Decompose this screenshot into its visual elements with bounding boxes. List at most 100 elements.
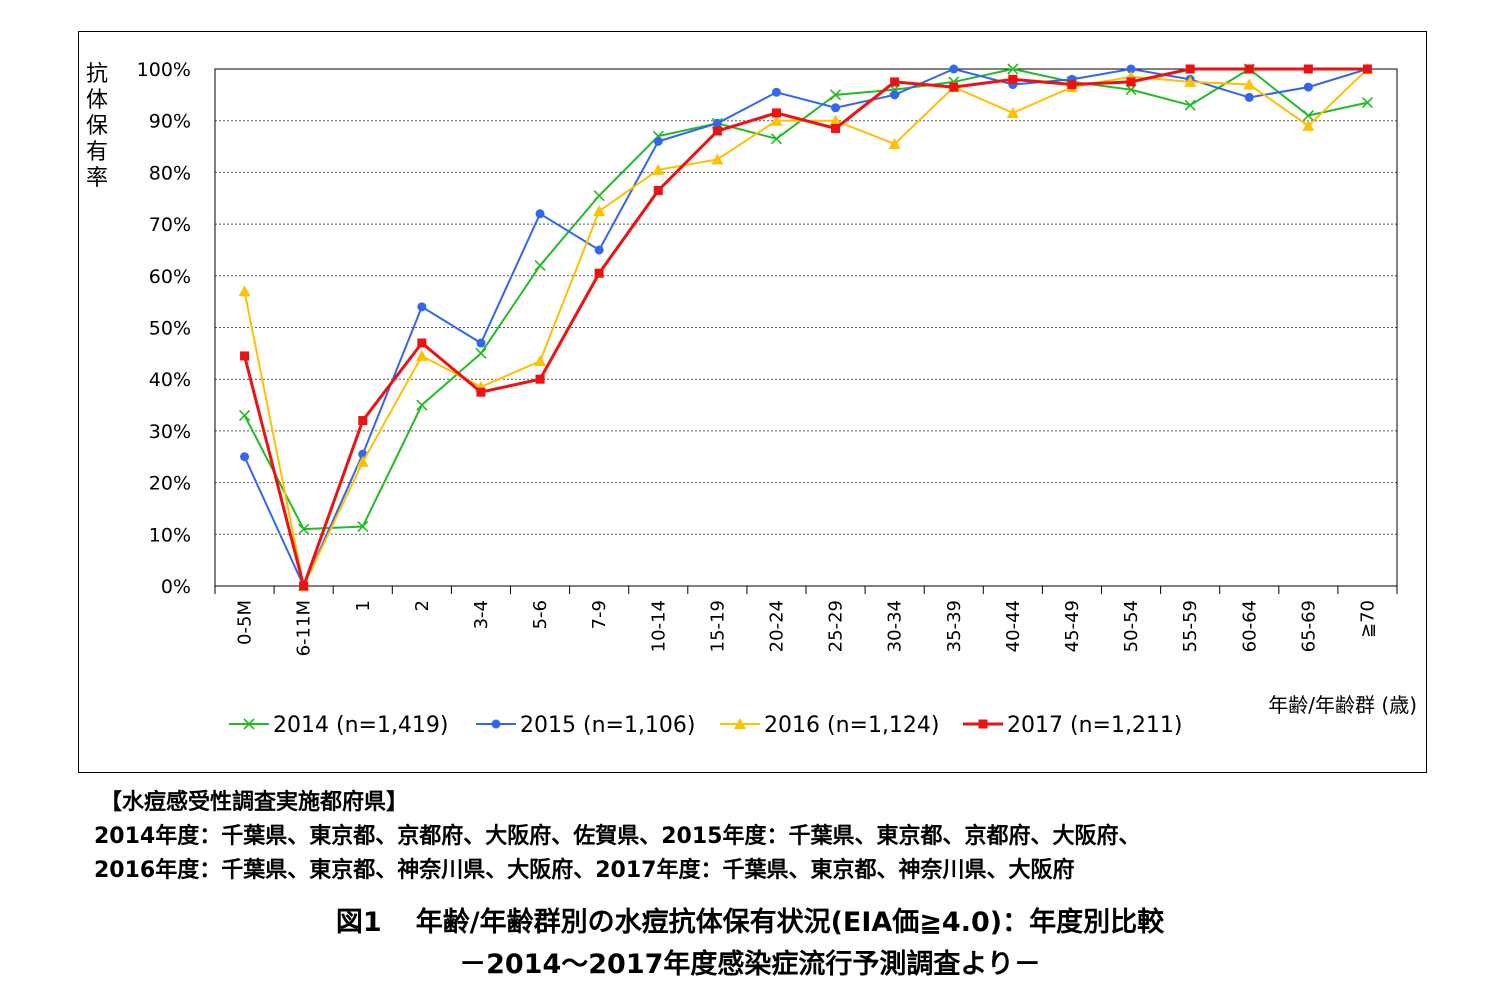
y-tick-label: 10% — [149, 524, 191, 546]
y-tick-label: 70% — [149, 214, 191, 236]
x-tick-label: 2 — [412, 600, 433, 611]
data-point — [475, 347, 487, 359]
data-point — [829, 114, 842, 126]
data-point — [1302, 109, 1314, 122]
data-point — [1006, 106, 1019, 118]
data-point — [238, 285, 251, 297]
data-point — [653, 136, 663, 146]
legend-label: 2017 (n=1,211) — [1007, 713, 1183, 738]
caption-title-row: 図1 年齢/年齢群別の水痘抗体保有状況(EIA価≧4.0)：年度別比較 — [0, 902, 1500, 944]
data-point — [1244, 92, 1254, 102]
data-point — [711, 153, 724, 165]
x-tick-label: 30-34 — [885, 600, 906, 652]
y-tick-label: 20% — [149, 473, 191, 495]
legend-label: 2014 (n=1,419) — [273, 713, 449, 738]
notes-header: 【水痘感受性調査実施都府県】 — [100, 790, 409, 815]
data-point — [771, 108, 781, 118]
data-point — [770, 133, 783, 145]
y-tick-label: 80% — [149, 162, 191, 184]
data-point — [534, 259, 546, 272]
data-point — [535, 209, 545, 219]
data-point — [476, 387, 486, 397]
x-tick-label: 50-54 — [1121, 600, 1142, 652]
y-tick-label: 100% — [137, 59, 191, 81]
data-point — [240, 351, 250, 361]
data-point — [1303, 64, 1313, 74]
data-point — [890, 77, 900, 87]
chart-frame: 0% 10% 20% 30% 40% 50% 60% 70% 80% 90% 100% 0-5M 6-1… — [78, 31, 1427, 773]
data-point — [770, 114, 783, 126]
data-point — [1302, 119, 1315, 131]
y-tick-label: 40% — [149, 369, 191, 391]
x-tick-label: 10-14 — [648, 600, 669, 652]
data-point — [949, 82, 959, 92]
data-point — [1126, 64, 1136, 74]
y-tick-label: 30% — [149, 421, 191, 443]
data-point — [593, 190, 605, 202]
data-point — [417, 302, 427, 312]
data-point — [593, 205, 606, 217]
data-point — [594, 268, 604, 278]
x-tick-label: 55-59 — [1180, 600, 1201, 652]
survey-notes: 【水痘感受性調査実施都府県】 2014年度：千葉県、東京都、京都府、大阪府、佐賀… — [94, 786, 1140, 888]
data-point — [1008, 74, 1018, 84]
data-point — [298, 523, 310, 535]
figure-number: 図1 — [335, 907, 382, 938]
data-point — [358, 416, 368, 426]
y-tick-label: 50% — [149, 318, 191, 340]
data-point — [240, 452, 250, 462]
data-point — [491, 719, 501, 729]
caption-title: 年齢/年齢群別の水痘抗体保有状況(EIA価≧4.0)：年度別比較 — [415, 907, 1165, 938]
data-point — [416, 399, 428, 411]
data-point — [1126, 77, 1136, 87]
data-point — [652, 163, 665, 175]
y-tick-label: 90% — [149, 111, 191, 133]
data-point — [831, 103, 841, 113]
data-point — [771, 87, 781, 97]
x-tick-label: 5-6 — [530, 600, 551, 629]
caption-subtitle: －2014～2017年度感染症流行予測調査より－ — [459, 949, 1041, 980]
data-point — [890, 90, 900, 100]
x-tick-label: 35-39 — [944, 600, 965, 652]
x-tick-label: 15-19 — [707, 600, 728, 652]
data-point — [1184, 99, 1196, 111]
notes-line-1: 2014年度：千葉県、東京都、京都府、大阪府、佐賀県、2015年度：千葉県、東京… — [94, 824, 1141, 849]
x-axis-label: 年齢/年齢群 (歳) — [1268, 693, 1417, 717]
data-point — [829, 89, 842, 101]
data-point — [1243, 78, 1256, 90]
data-point — [831, 123, 841, 133]
data-point — [476, 338, 486, 348]
series-line-1 — [243, 67, 1368, 531]
x-tick-label: 60-64 — [1239, 600, 1260, 652]
x-tick-label: ≧70 — [1357, 600, 1378, 638]
data-point — [949, 64, 959, 74]
series-line-4 — [243, 67, 1368, 592]
x-tick-label: 20-24 — [766, 600, 787, 652]
data-point — [1185, 64, 1195, 74]
y-tick-label: 0% — [161, 576, 191, 598]
line-chart: 0% 10% 20% 30% 40% 50% 60% 70% 80% 90% 100% 0-5M 6-1… — [137, 59, 1417, 738]
legend-label: 2016 (n=1,124) — [764, 713, 940, 738]
data-point — [534, 355, 547, 367]
legend-label: 2015 (n=1,106) — [520, 713, 696, 738]
data-point — [356, 455, 369, 467]
x-tick-label: 3-4 — [471, 600, 492, 629]
x-tick-label: 45-49 — [1062, 600, 1083, 652]
y-axis-label: 抗体保有率 — [85, 62, 108, 191]
data-point — [238, 409, 251, 421]
data-point — [535, 374, 545, 384]
x-tick-label: 7-9 — [589, 600, 610, 629]
y-tick-label: 60% — [149, 266, 191, 288]
data-point — [417, 338, 427, 348]
data-point — [712, 126, 722, 136]
data-point — [888, 137, 901, 149]
x-tick-label: 6-11M — [294, 600, 315, 656]
figure-caption: 図1 年齢/年齢群別の水痘抗体保有状況(EIA価≧4.0)：年度別比較 －2014… — [0, 902, 1500, 986]
data-point — [299, 581, 309, 591]
data-point — [1362, 64, 1372, 74]
data-point — [653, 185, 663, 195]
data-point — [978, 719, 988, 729]
x-tick-label: 25-29 — [826, 600, 847, 652]
x-tick-label: 0-5M — [235, 600, 256, 645]
data-point — [1184, 75, 1197, 87]
